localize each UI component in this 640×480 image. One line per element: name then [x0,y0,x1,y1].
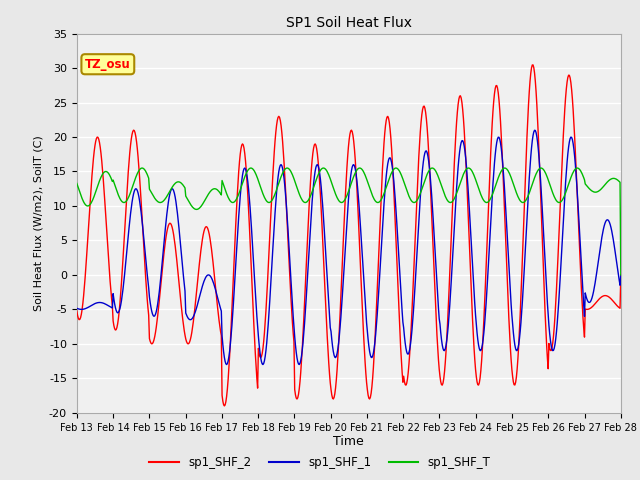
Title: SP1 Soil Heat Flux: SP1 Soil Heat Flux [286,16,412,30]
Legend: sp1_SHF_2, sp1_SHF_1, sp1_SHF_T: sp1_SHF_2, sp1_SHF_1, sp1_SHF_T [145,452,495,474]
Text: TZ_osu: TZ_osu [85,58,131,71]
X-axis label: Time: Time [333,435,364,448]
Y-axis label: Soil Heat Flux (W/m2), SoilT (C): Soil Heat Flux (W/m2), SoilT (C) [33,135,44,311]
